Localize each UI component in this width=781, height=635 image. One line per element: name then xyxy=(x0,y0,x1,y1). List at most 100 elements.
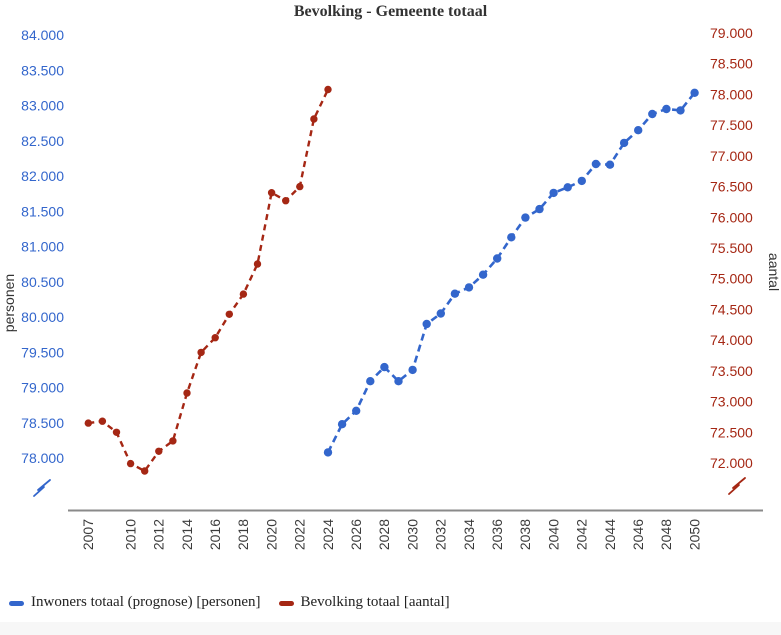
y-left-tick-label: 81.000 xyxy=(21,239,64,255)
x-tick-label: 2024 xyxy=(320,519,336,550)
x-tick-label: 2026 xyxy=(348,519,364,550)
data-point xyxy=(676,106,685,115)
data-point xyxy=(563,183,572,192)
y-right-tick-label: 77.500 xyxy=(710,117,753,133)
axis-break-left-icon xyxy=(33,479,51,497)
data-point xyxy=(197,348,205,357)
x-tick-label: 2038 xyxy=(517,519,533,550)
y-left-tick-label: 84.000 xyxy=(21,27,64,43)
y-right-tick-label: 74.500 xyxy=(710,301,753,317)
x-tick-label: 2016 xyxy=(207,519,223,550)
data-point xyxy=(366,377,375,386)
y-left-tick-label: 79.000 xyxy=(21,380,64,396)
chart-canvas: 84.000 83.500 83.000 82.500 82.000 81.500 81.0… xyxy=(1,25,781,550)
legend-item-inwoners-prognose: Inwoners totaal (prognose) [personen] xyxy=(9,594,261,611)
y-left-tick-label: 78.500 xyxy=(21,415,64,431)
x-tick-label: 2020 xyxy=(263,519,279,550)
y-left-tick-label: 82.500 xyxy=(21,133,64,149)
y-right-tick-label: 75.000 xyxy=(710,271,753,287)
y-right-tick-label: 78.500 xyxy=(710,56,753,72)
y-right-tick-label: 72.000 xyxy=(710,455,753,471)
data-point xyxy=(84,419,93,427)
x-tick-label: 2014 xyxy=(179,519,195,550)
x-axis-labels: 2007 2010 2012 2014 2016 2018 2020 2022 2024 2026… xyxy=(80,519,702,550)
x-tick-label: 2010 xyxy=(122,519,138,550)
y-left-tick-label: 81.500 xyxy=(21,203,64,219)
y-left-tick-label: 83.000 xyxy=(21,98,64,114)
data-point xyxy=(422,319,431,329)
y-right-axis-title: aantal xyxy=(766,253,781,291)
x-tick-label: 2007 xyxy=(80,519,96,550)
data-point xyxy=(648,109,657,119)
series-bevolking-totaal xyxy=(84,85,332,475)
x-tick-label: 2044 xyxy=(602,519,618,550)
y-right-tick-label: 77.000 xyxy=(710,148,753,164)
data-point xyxy=(493,254,502,263)
x-tick-label: 2022 xyxy=(292,519,308,550)
data-point xyxy=(478,270,488,279)
data-point xyxy=(408,365,417,375)
series-inwoners-prognose xyxy=(323,88,699,457)
x-tick-label: 2040 xyxy=(545,519,561,550)
x-tick-label: 2032 xyxy=(433,519,449,550)
bottom-strip xyxy=(0,622,781,635)
data-point xyxy=(521,213,530,222)
data-point xyxy=(296,182,304,191)
data-point xyxy=(352,406,361,415)
data-point xyxy=(155,447,163,455)
data-point xyxy=(605,160,615,169)
x-tick-label: 2050 xyxy=(686,519,702,550)
legend-swatch xyxy=(9,601,24,606)
y-right-tick-label: 76.500 xyxy=(710,179,753,195)
y-right-tick-label: 73.000 xyxy=(710,394,753,410)
legend-label: Bevolking totaal [aantal] xyxy=(300,594,450,610)
x-tick-label: 2012 xyxy=(151,519,167,550)
data-point xyxy=(464,283,474,292)
chart-title: Bevolking - Gemeente totaal xyxy=(293,3,488,20)
legend-label: Inwoners totaal (prognose) [personen] xyxy=(31,594,261,610)
data-point xyxy=(324,85,332,94)
y-left-tick-label: 80.000 xyxy=(21,309,64,325)
data-point xyxy=(253,260,262,268)
data-point xyxy=(380,362,389,372)
y-left-tick-label: 80.500 xyxy=(21,274,64,290)
data-point xyxy=(577,176,586,186)
y-right-tick-label: 79.000 xyxy=(710,25,753,41)
legend-swatch xyxy=(278,601,294,606)
data-point xyxy=(98,417,107,425)
y-right-tick-label: 72.500 xyxy=(710,424,753,440)
x-tick-label: 2034 xyxy=(461,519,477,550)
data-point xyxy=(112,428,121,436)
data-point xyxy=(141,467,149,475)
data-point xyxy=(549,188,558,198)
data-point xyxy=(690,88,699,98)
data-point xyxy=(394,377,403,386)
x-tick-label: 2048 xyxy=(658,519,674,550)
data-point xyxy=(169,437,177,445)
data-point xyxy=(591,159,601,169)
data-point xyxy=(267,189,276,197)
axis-break-right-icon xyxy=(728,477,746,495)
y-right-tick-label: 73.500 xyxy=(710,363,753,379)
data-point xyxy=(535,204,544,214)
y-right-tick-label: 78.000 xyxy=(710,86,753,102)
x-tick-label: 2036 xyxy=(489,519,505,550)
x-tick-label: 2030 xyxy=(404,519,420,550)
data-point xyxy=(310,115,318,123)
y-left-tick-label: 83.500 xyxy=(21,62,64,78)
x-tick-label: 2046 xyxy=(630,519,646,550)
data-point xyxy=(126,459,135,468)
data-point xyxy=(662,104,671,114)
data-point xyxy=(619,138,629,148)
data-point xyxy=(634,126,643,135)
data-point xyxy=(323,448,333,457)
series-line xyxy=(326,91,696,453)
data-point xyxy=(337,420,347,429)
data-point xyxy=(239,290,248,298)
y-right-tick-label: 75.500 xyxy=(710,240,753,256)
legend-item-bevolking-totaal: Bevolking totaal [aantal] xyxy=(278,594,450,611)
x-tick-label: 2018 xyxy=(235,519,251,550)
data-point xyxy=(436,309,445,318)
y-axis-right: 79.000 78.500 78.000 77.500 77.000 76.500 76.0… xyxy=(710,25,753,471)
